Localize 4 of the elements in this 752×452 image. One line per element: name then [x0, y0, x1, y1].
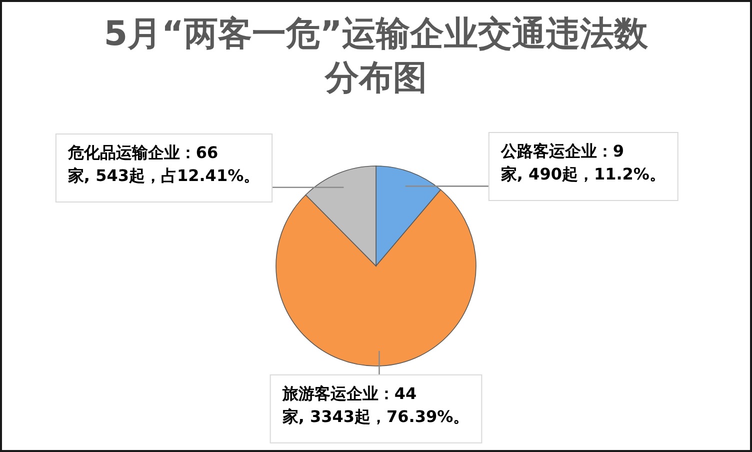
slice-label: 公路客运企业：9家, 490起，11.2%。 [500, 141, 666, 184]
slice-label: 旅游客运企业：44家, 3343起，76.39%。 [281, 384, 470, 426]
chart-title: 5月“两客一危”运输企业交通违法数分布图 [104, 14, 650, 98]
slice-label: 危化品运输企业：66家, 543起，占12.41%。 [66, 142, 260, 185]
